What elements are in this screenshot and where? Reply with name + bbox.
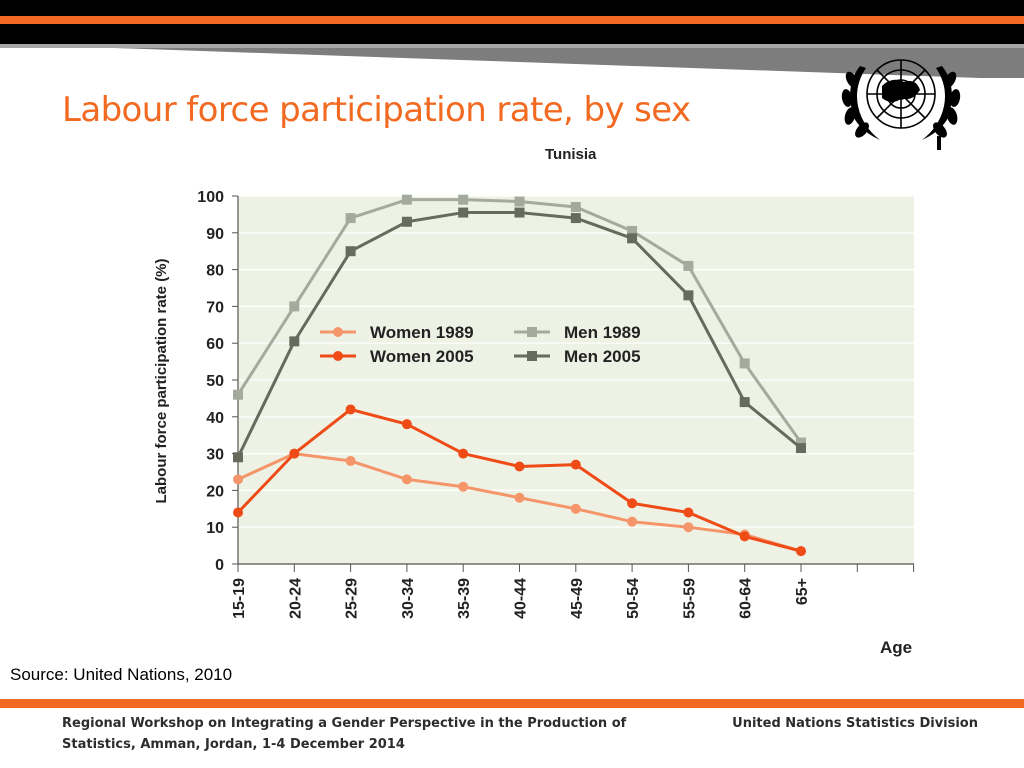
- line-chart: 0 10 20 30 40 50 60 70 80 90 100 15-19 20-24 25-29 30-…: [153, 146, 915, 657]
- data-point: [289, 301, 300, 312]
- data-point: [289, 336, 300, 347]
- y-tick-label: 30: [206, 447, 224, 464]
- data-point: [683, 290, 694, 301]
- y-tick-label: 90: [206, 226, 224, 243]
- data-point: [345, 455, 356, 466]
- data-point: [683, 522, 694, 533]
- data-point: [233, 452, 243, 463]
- data-point: [739, 397, 750, 408]
- data-point: [570, 503, 581, 514]
- legend-item: Women 2005: [320, 347, 474, 366]
- legend-label: Women 2005: [370, 347, 474, 366]
- data-point: [401, 474, 412, 485]
- legend: Women 1989 Women 2005 Men 1989 Men 2005: [320, 323, 641, 366]
- series-men-1989: [233, 194, 806, 448]
- x-tick-label: 20-24: [287, 578, 304, 619]
- y-tick-label: 100: [197, 189, 224, 206]
- legend-label: Men 2005: [564, 347, 641, 366]
- legend-label: Women 1989: [370, 323, 474, 342]
- x-tick-label: 15-19: [231, 578, 248, 619]
- series: [233, 194, 806, 557]
- data-point: [514, 196, 525, 207]
- legend-marker: [527, 351, 537, 361]
- data-point: [739, 531, 750, 542]
- y-tick-label: 40: [206, 410, 224, 427]
- data-point: [289, 448, 300, 459]
- data-point: [627, 516, 638, 527]
- x-tick-label: 65+: [794, 578, 811, 605]
- data-point: [458, 481, 469, 492]
- data-point: [233, 474, 243, 485]
- data-point: [514, 461, 525, 472]
- data-point: [796, 437, 806, 448]
- x-axis-title: Age: [880, 638, 912, 657]
- footer-event-text: Regional Workshop on Integrating a Gende…: [62, 716, 627, 752]
- x-tick-label: 50-54: [625, 578, 642, 619]
- data-point: [458, 207, 469, 218]
- legend-marker: [333, 327, 343, 337]
- x-tick-label: 25-29: [344, 578, 361, 619]
- legend-marker: [333, 351, 343, 361]
- legend-marker: [527, 327, 537, 337]
- x-tick-label: 40-44: [513, 578, 530, 619]
- slide-title: Labour force participation rate, by sex: [62, 90, 691, 130]
- data-point: [514, 207, 525, 218]
- x-tick-label: 30-34: [400, 578, 417, 619]
- y-tick-label: 20: [206, 483, 224, 500]
- data-point: [627, 225, 638, 236]
- data-point: [233, 389, 243, 400]
- data-point: [683, 260, 694, 271]
- data-point: [401, 216, 412, 227]
- y-tick-label: 60: [206, 336, 224, 353]
- x-tick-label: 45-49: [569, 578, 586, 619]
- data-point: [514, 492, 525, 503]
- chart-title: Tunisia: [545, 146, 597, 163]
- y-tick-label: 10: [206, 520, 224, 537]
- legend-item: Men 2005: [514, 347, 641, 366]
- data-point: [570, 213, 581, 224]
- y-tick-label: 70: [206, 299, 224, 316]
- y-tick-label: 80: [206, 263, 224, 280]
- legend-label: Men 1989: [564, 323, 641, 342]
- legend-item: Men 1989: [514, 323, 641, 342]
- series-women-2005: [233, 404, 806, 557]
- data-point: [458, 448, 469, 459]
- data-point: [233, 507, 243, 518]
- united-nations-emblem-icon: [841, 59, 961, 150]
- data-point: [345, 246, 356, 257]
- data-point: [683, 507, 694, 518]
- data-point: [401, 194, 412, 205]
- data-point: [345, 404, 356, 415]
- source-note: Source: United Nations, 2010: [10, 665, 233, 684]
- legend-item: Women 1989: [320, 323, 474, 342]
- x-tick-label: 35-39: [456, 578, 473, 619]
- data-point: [570, 202, 581, 213]
- axes: 0 10 20 30 40 50 60 70 80 90 100 15-19 20-24 25-29 30-…: [197, 189, 915, 619]
- y-tick-label: 50: [206, 373, 224, 390]
- data-point: [796, 546, 806, 557]
- gridlines: [238, 195, 914, 528]
- data-point: [401, 419, 412, 430]
- data-point: [796, 443, 806, 454]
- header-band: [0, 0, 1024, 78]
- data-point: [345, 213, 356, 224]
- data-point: [458, 194, 469, 205]
- data-point: [570, 459, 581, 470]
- data-point: [739, 358, 750, 369]
- y-axis-title: Labour force participation rate (%): [153, 258, 170, 503]
- series-men-2005: [233, 207, 806, 463]
- footer-divider: [0, 699, 1024, 708]
- footer-organization-text: United Nations Statistics Division: [732, 716, 978, 731]
- data-point: [627, 498, 638, 509]
- y-tick-label: 0: [215, 557, 224, 574]
- data-point: [627, 233, 638, 244]
- x-tick-label: 60-64: [738, 578, 755, 619]
- x-tick-label: 55-59: [681, 578, 698, 619]
